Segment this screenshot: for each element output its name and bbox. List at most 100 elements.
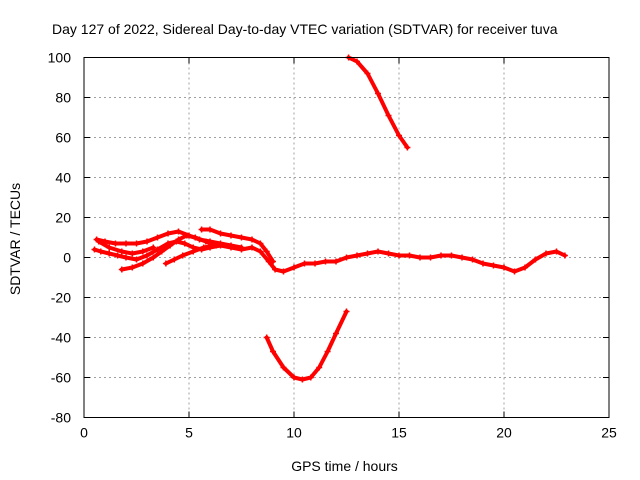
data-point: [522, 264, 528, 271]
y-tick-label: -80: [51, 410, 71, 426]
data-point: [202, 238, 209, 245]
y-tick-label: -40: [51, 330, 71, 346]
data-point: [175, 228, 182, 235]
data-point: [385, 250, 392, 257]
data-point: [106, 250, 113, 257]
data-point: [354, 58, 360, 65]
data-point: [312, 260, 318, 267]
data-point: [501, 264, 507, 271]
data-point: [179, 252, 186, 259]
data-point: [95, 238, 102, 245]
data-point: [385, 112, 392, 119]
data-point: [181, 240, 188, 247]
data-point: [165, 230, 171, 237]
data-point: [238, 244, 245, 251]
data-point: [375, 90, 381, 97]
series-layer: [91, 54, 568, 383]
series-line-arc-1: [92, 239, 567, 274]
data-point: [364, 70, 371, 77]
data-point: [118, 248, 125, 255]
y-tick-label: 80: [55, 90, 71, 106]
data-point: [118, 266, 125, 273]
data-point: [129, 250, 136, 257]
data-point: [270, 258, 276, 265]
data-point: [272, 266, 279, 273]
data-point: [263, 248, 270, 255]
x-axis-label: GPS time / hours: [291, 458, 398, 474]
x-tick-label: 15: [391, 425, 407, 441]
data-point: [198, 226, 205, 233]
data-point: [133, 240, 140, 247]
data-point: [207, 226, 213, 233]
data-point: [154, 234, 161, 241]
data-point: [404, 144, 411, 151]
data-point: [322, 258, 329, 265]
data-point: [448, 252, 455, 259]
data-point: [299, 376, 306, 383]
data-point: [333, 330, 339, 337]
y-axis-label: SDTVAR / TECUs: [7, 183, 23, 295]
data-point: [154, 246, 161, 253]
data-point: [280, 364, 287, 371]
data-point: [396, 132, 402, 139]
data-point: [123, 254, 129, 261]
data-point: [364, 250, 371, 257]
data-point: [167, 242, 174, 249]
data-point: [171, 256, 178, 263]
chart-title: Day 127 of 2022, Sidereal Day-to-day VTE…: [52, 21, 558, 37]
data-point: [343, 308, 350, 315]
data-point: [469, 256, 476, 263]
data-point: [175, 236, 182, 243]
x-tick-label: 5: [185, 425, 193, 441]
x-tick-label: 10: [286, 425, 302, 441]
data-point: [228, 242, 234, 249]
data-point: [139, 260, 146, 267]
y-tick-label: 0: [63, 250, 71, 266]
data-point: [307, 374, 314, 381]
data-point: [183, 232, 190, 239]
data-point: [343, 254, 350, 261]
data-point: [417, 254, 423, 261]
data-point: [200, 244, 207, 251]
data-point: [249, 244, 255, 251]
series-line-arc-7: [264, 309, 349, 382]
data-point: [150, 244, 157, 251]
plot-frame: [83, 57, 610, 418]
data-point: [257, 240, 264, 247]
data-point: [129, 264, 136, 271]
data-point: [91, 246, 98, 253]
y-tick-label: -20: [51, 290, 71, 306]
data-point: [324, 348, 331, 355]
y-tick-label: -60: [51, 370, 71, 386]
data-point: [144, 252, 150, 259]
data-point: [438, 252, 444, 259]
data-point: [280, 268, 287, 275]
x-tick-label: 0: [80, 425, 88, 441]
data-point: [162, 260, 169, 267]
data-point: [192, 234, 199, 241]
data-point: [249, 236, 255, 243]
data-point: [490, 262, 497, 269]
y-tick-label: 40: [55, 170, 71, 186]
data-point: [211, 242, 218, 249]
data-point: [427, 254, 434, 261]
data-point: [106, 244, 113, 251]
data-point: [532, 256, 539, 263]
data-point: [316, 364, 323, 371]
x-tick-label: 20: [496, 425, 512, 441]
data-point: [97, 248, 104, 255]
data-point: [396, 252, 402, 259]
y-tick-label: 20: [55, 210, 71, 226]
data-point: [270, 348, 276, 355]
data-point: [553, 248, 560, 255]
data-point: [158, 248, 165, 255]
data-point: [333, 258, 339, 265]
data-point: [291, 264, 297, 271]
data-point: [354, 252, 360, 259]
data-point: [257, 248, 264, 255]
data-point: [190, 248, 197, 255]
data-point: [375, 248, 381, 255]
data-point: [217, 230, 224, 237]
data-point: [543, 250, 549, 257]
